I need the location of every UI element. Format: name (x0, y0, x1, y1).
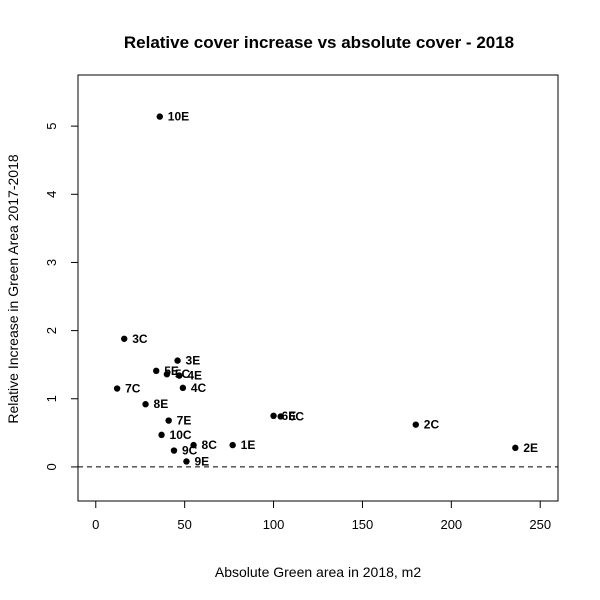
x-tick-label: 50 (177, 517, 191, 532)
data-point-2C (412, 421, 419, 428)
data-point-2E (512, 444, 519, 452)
point-label-3E: 3E (186, 354, 201, 368)
point-label-7E: 7E (177, 414, 192, 428)
x-tick-label: 0 (92, 517, 99, 532)
data-point-6C (277, 413, 284, 420)
data-point-3E (174, 357, 181, 364)
chart-title: Relative cover increase vs absolute cove… (124, 33, 514, 52)
plot-frame (77, 74, 559, 502)
point-label-4C: 4C (191, 381, 207, 395)
point-label-9E: 9E (194, 454, 209, 468)
point-label-2E: 2E (523, 441, 538, 455)
point-label-8E: 8E (154, 397, 169, 411)
data-point-7E (165, 417, 172, 424)
point-label-2C: 2C (424, 418, 440, 432)
point-label-10E: 10E (168, 110, 189, 124)
point-label-3C: 3C (132, 332, 148, 346)
data-point-10E (156, 113, 163, 120)
data-point-9E (183, 458, 190, 465)
x-axis-label: Absolute Green area in 2018, m2 (215, 564, 421, 580)
point-label-1E: 1E (241, 438, 256, 452)
point-label-6E: 6E (282, 409, 297, 423)
data-point-4C (179, 384, 187, 392)
y-tick-label: 4 (44, 191, 59, 198)
data-point-3C (121, 335, 128, 342)
point-label-10C: 10C (170, 428, 192, 442)
x-axis: 0 50 100 150 200 250 (92, 500, 551, 532)
y-tick-label: 0 (44, 463, 59, 470)
point-label-7C: 7C (125, 382, 141, 396)
y-axis-label: Relative Increase in Green Area 2017-201… (5, 154, 21, 423)
y-axis: 0 1 2 3 4 5 (44, 123, 79, 471)
data-point-9C (170, 447, 178, 454)
data-point-8E (142, 401, 149, 408)
y-tick-label: 3 (44, 259, 59, 266)
data-point-6E (270, 412, 277, 419)
x-tick-label: 100 (263, 517, 285, 532)
point-label-4E: 4E (187, 369, 202, 383)
data-point-8C (190, 441, 197, 449)
point-label-9C: 9C (182, 444, 198, 458)
y-tick-label: 5 (44, 123, 59, 130)
data-point-5E (153, 367, 160, 375)
x-tick-label: 250 (529, 517, 551, 532)
y-tick-label: 2 (44, 327, 59, 334)
data-point-7C (113, 385, 121, 392)
point-label-8C: 8C (202, 438, 218, 452)
data-point-1E (229, 441, 236, 449)
x-tick-label: 200 (440, 517, 462, 532)
y-tick-label: 1 (44, 395, 59, 402)
data-point-4E (176, 372, 183, 379)
point-label-6C: 6C (289, 409, 305, 423)
data-point-10C (158, 431, 165, 439)
data-point-5C (163, 371, 171, 378)
x-tick-label: 150 (352, 517, 374, 532)
